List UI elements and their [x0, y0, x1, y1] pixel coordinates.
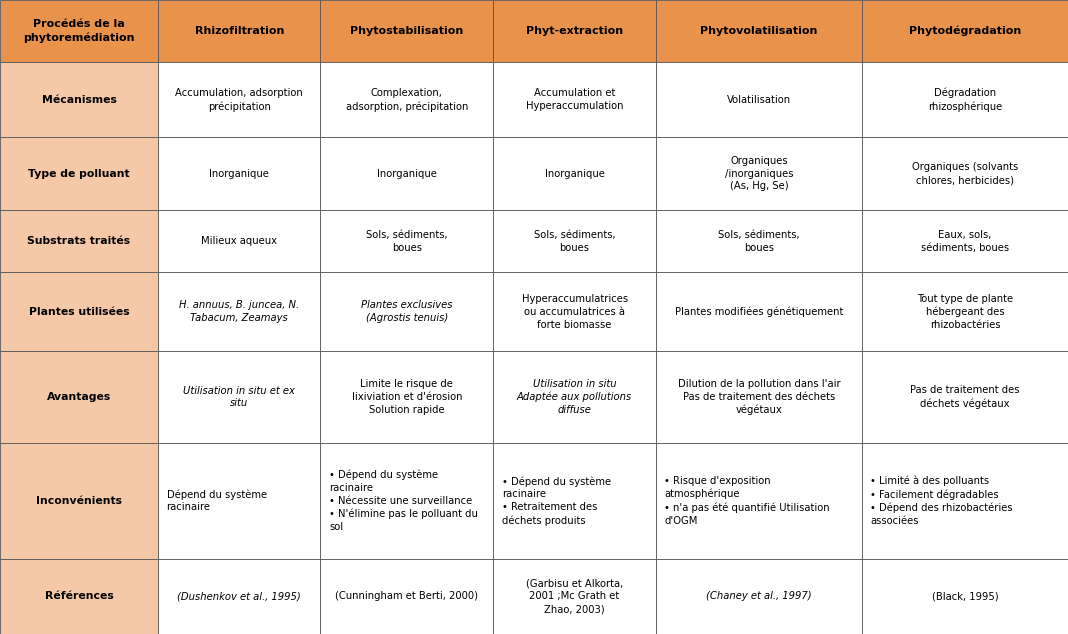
Text: Substrats traités: Substrats traités — [28, 236, 130, 246]
Text: Accumulation, adsorption
précipitation: Accumulation, adsorption précipitation — [175, 88, 303, 112]
Bar — [862, 62, 1068, 138]
Bar — [493, 0, 656, 62]
Bar — [158, 273, 320, 351]
Bar — [656, 138, 862, 210]
Text: Pas de traitement des
déchets végétaux: Pas de traitement des déchets végétaux — [910, 385, 1020, 409]
Text: Inorganique: Inorganique — [377, 169, 437, 179]
Bar — [656, 62, 862, 138]
Bar — [862, 138, 1068, 210]
Bar — [656, 273, 862, 351]
Bar — [862, 273, 1068, 351]
Text: • Risque d'exposition
atmosphérique
• n'a pas été quantifié Utilisation
d'OGM: • Risque d'exposition atmosphérique • n'… — [664, 476, 830, 526]
Bar — [158, 210, 320, 273]
Text: (Dushenkov et al., 1995): (Dushenkov et al., 1995) — [177, 592, 301, 602]
Text: Plantes modifiées génétiquement: Plantes modifiées génétiquement — [675, 306, 843, 317]
Text: Phytostabilisation: Phytostabilisation — [350, 26, 464, 36]
Bar — [862, 559, 1068, 634]
Bar — [862, 443, 1068, 559]
Text: Phytovolatilisation: Phytovolatilisation — [701, 26, 817, 36]
Text: Sols, sédiments,
boues: Sols, sédiments, boues — [366, 230, 447, 252]
Bar — [656, 0, 862, 62]
Bar — [656, 559, 862, 634]
Text: Organiques
/inorganiques
(As, Hg, Se): Organiques /inorganiques (As, Hg, Se) — [724, 156, 794, 191]
Text: Phyt-extraction: Phyt-extraction — [527, 26, 623, 36]
Text: Rhizofiltration: Rhizofiltration — [194, 26, 284, 36]
Text: Avantages: Avantages — [47, 392, 111, 402]
Text: Complexation,
adsorption, précipitation: Complexation, adsorption, précipitation — [346, 88, 468, 112]
Bar — [493, 559, 656, 634]
Text: Organiques (solvants
chlores, herbicides): Organiques (solvants chlores, herbicides… — [912, 162, 1018, 185]
Bar — [656, 443, 862, 559]
Text: Hyperaccumulatrices
ou accumulatrices à
forte biomasse: Hyperaccumulatrices ou accumulatrices à … — [521, 294, 628, 330]
Bar — [320, 443, 493, 559]
Text: Plantes utilisées: Plantes utilisées — [29, 307, 129, 317]
Text: Inorganique: Inorganique — [545, 169, 604, 179]
Bar — [320, 62, 493, 138]
Text: • Dépend du système
racinaire
• Nécessite une surveillance
• N'élimine pas le po: • Dépend du système racinaire • Nécessit… — [329, 470, 477, 532]
Bar — [158, 559, 320, 634]
Bar — [0, 443, 158, 559]
Bar — [493, 351, 656, 443]
Text: Dilution de la pollution dans l'air
Pas de traitement des déchets
végétaux: Dilution de la pollution dans l'air Pas … — [677, 378, 841, 415]
Text: Limite le risque de
lixiviation et d'érosion
Solution rapide: Limite le risque de lixiviation et d'éro… — [351, 379, 462, 415]
Bar — [862, 0, 1068, 62]
Bar — [320, 210, 493, 273]
Text: Volatilisation: Volatilisation — [726, 95, 791, 105]
Text: Mécanismes: Mécanismes — [42, 95, 116, 105]
Bar — [656, 351, 862, 443]
Text: Milieux aqueux: Milieux aqueux — [201, 236, 278, 246]
Bar — [320, 273, 493, 351]
Text: Inconvénients: Inconvénients — [36, 496, 122, 506]
Bar — [0, 559, 158, 634]
Bar — [158, 0, 320, 62]
Bar — [0, 210, 158, 273]
Text: H. annuus, B. juncea, N.
Tabacum, Zeamays: H. annuus, B. juncea, N. Tabacum, Zeamay… — [179, 301, 299, 323]
Text: Procédés de la
phytoremédiation: Procédés de la phytoremédiation — [23, 20, 135, 43]
Text: • Dépend du système
racinaire
• Retraitement des
déchets produits: • Dépend du système racinaire • Retraite… — [502, 476, 611, 526]
Bar — [0, 62, 158, 138]
Text: (Garbisu et Alkorta,
2001 ;Mc Grath et
Zhao, 2003): (Garbisu et Alkorta, 2001 ;Mc Grath et Z… — [525, 579, 624, 614]
Bar — [158, 443, 320, 559]
Text: Dégradation
rhizosphérique: Dégradation rhizosphérique — [928, 87, 1002, 112]
Bar — [0, 351, 158, 443]
Text: (Black, 1995): (Black, 1995) — [931, 592, 999, 602]
Bar — [0, 138, 158, 210]
Bar — [158, 62, 320, 138]
Text: Références: Références — [45, 592, 113, 602]
Text: Utilisation in situ et ex
situ: Utilisation in situ et ex situ — [184, 385, 295, 408]
Text: Inorganique: Inorganique — [209, 169, 269, 179]
Text: (Cunningham et Berti, 2000): (Cunningham et Berti, 2000) — [335, 592, 478, 602]
Bar — [320, 559, 493, 634]
Bar — [493, 62, 656, 138]
Text: Plantes exclusives
(Agrostis tenuis): Plantes exclusives (Agrostis tenuis) — [361, 301, 453, 323]
Bar — [493, 443, 656, 559]
Text: Phytodégradation: Phytodégradation — [909, 26, 1021, 36]
Bar — [0, 0, 158, 62]
Bar — [158, 351, 320, 443]
Bar — [862, 351, 1068, 443]
Text: • Limité à des polluants
• Facilement dégradables
• Dépend des rhizobactéries
as: • Limité à des polluants • Facilement dé… — [870, 476, 1014, 526]
Text: Dépend du système
racinaire: Dépend du système racinaire — [167, 489, 267, 512]
Bar — [320, 138, 493, 210]
Bar — [493, 210, 656, 273]
Bar — [493, 138, 656, 210]
Bar — [493, 273, 656, 351]
Text: Tout type de plante
hébergeant des
rhizobactéries: Tout type de plante hébergeant des rhizo… — [916, 294, 1014, 330]
Text: Accumulation et
Hyperaccumulation: Accumulation et Hyperaccumulation — [525, 88, 624, 111]
Bar — [0, 273, 158, 351]
Text: Sols, sédiments,
boues: Sols, sédiments, boues — [534, 230, 615, 252]
Text: Type de polluant: Type de polluant — [28, 169, 130, 179]
Bar — [158, 138, 320, 210]
Bar — [862, 210, 1068, 273]
Bar — [320, 0, 493, 62]
Bar — [320, 351, 493, 443]
Text: Sols, sédiments,
boues: Sols, sédiments, boues — [718, 230, 800, 252]
Text: Eaux, sols,
sédiments, boues: Eaux, sols, sédiments, boues — [921, 230, 1009, 252]
Text: Utilisation in situ
Adaptée aux pollutions
diffuse: Utilisation in situ Adaptée aux pollutio… — [517, 378, 632, 415]
Bar — [656, 210, 862, 273]
Text: (Chaney et al., 1997): (Chaney et al., 1997) — [706, 592, 812, 602]
